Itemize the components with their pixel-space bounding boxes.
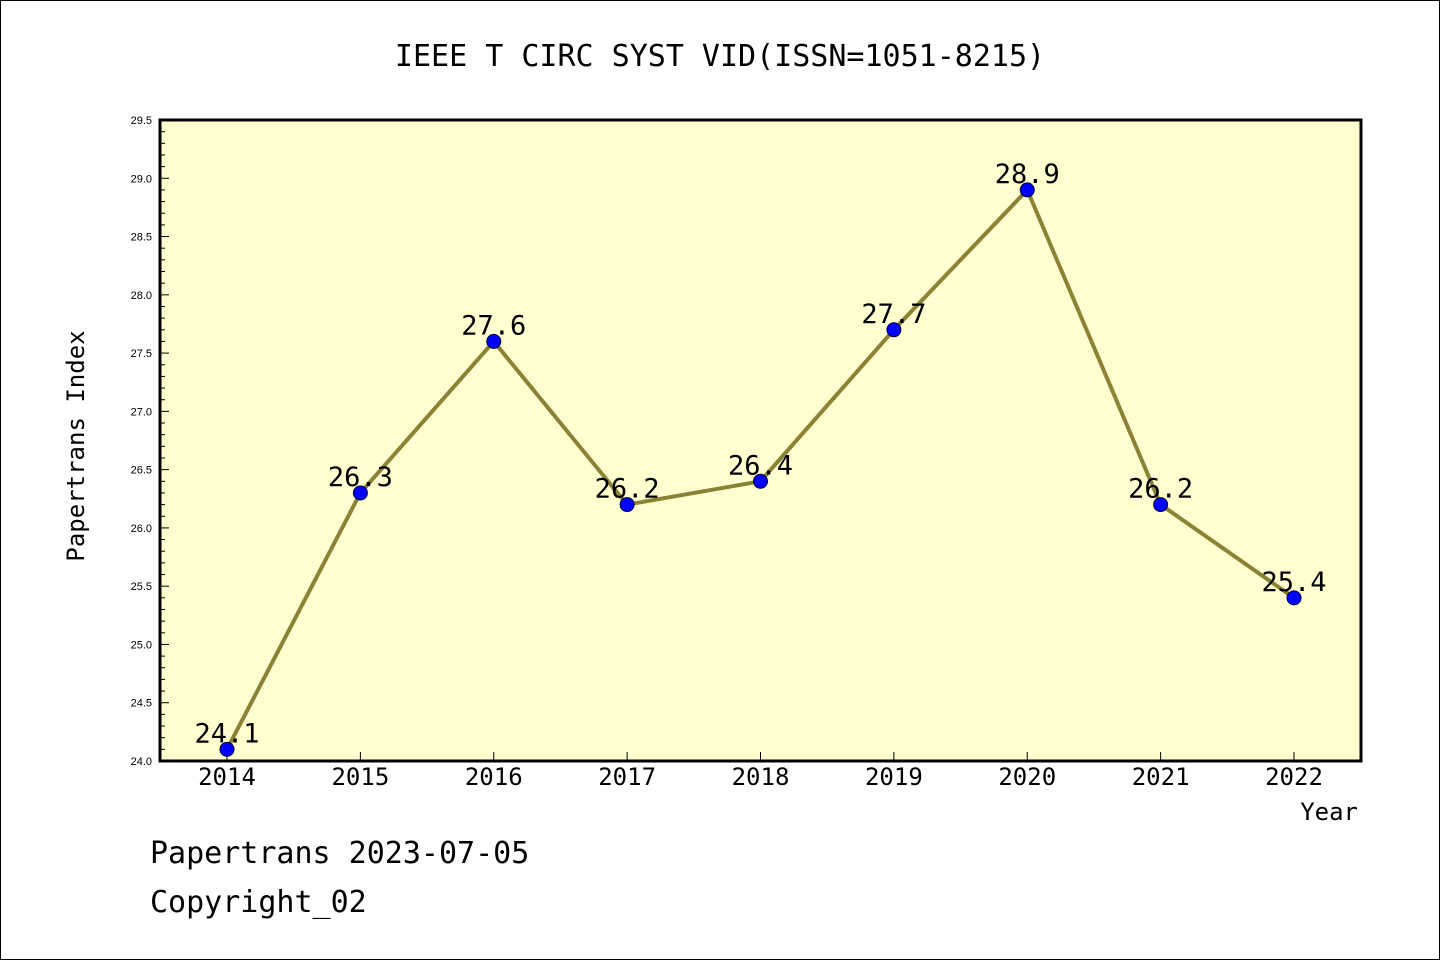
data-label: 26.2 xyxy=(595,474,660,505)
data-label: 26.4 xyxy=(728,450,793,481)
data-point xyxy=(886,322,902,338)
footer-copyright: Copyright_02 xyxy=(150,885,367,920)
footer-date: Papertrans 2023-07-05 xyxy=(150,836,530,871)
y-tick-label: 28.0 xyxy=(131,290,152,302)
y-tick-label: 25.0 xyxy=(131,639,152,651)
x-tick-label: 2016 xyxy=(465,763,523,791)
data-label: 27.7 xyxy=(861,299,926,330)
data-point xyxy=(1153,497,1169,513)
y-tick-label: 28.5 xyxy=(131,232,152,244)
data-label: 26.3 xyxy=(328,462,393,493)
x-tick-label: 2021 xyxy=(1132,763,1190,791)
data-label: 24.1 xyxy=(194,718,259,749)
y-tick-label: 24.0 xyxy=(131,756,152,768)
x-axis: 2014 2015 2016 2017 2018 2019 2020 2021 2022 xyxy=(198,752,1323,791)
series-layer xyxy=(219,182,1302,757)
y-tick-label: 26.5 xyxy=(131,465,152,477)
y-tick-label: 25.5 xyxy=(131,581,152,593)
chart-title: IEEE T CIRC SYST VID(ISSN=1051-8215) xyxy=(395,39,1045,74)
data-point xyxy=(1019,182,1035,198)
x-tick-label: 2018 xyxy=(732,763,790,791)
x-tick-label: 2014 xyxy=(198,763,256,791)
data-label: 25.4 xyxy=(1261,567,1326,598)
y-axis: 24.0 24.5 25.0 25.5 26.0 26.5 27.0 27.5 28.0 28.5… xyxy=(131,115,169,768)
x-tick-label: 2015 xyxy=(331,763,389,791)
data-label: 26.2 xyxy=(1128,474,1193,505)
data-label: 27.6 xyxy=(461,310,526,341)
x-tick-label: 2022 xyxy=(1265,763,1323,791)
data-point xyxy=(753,473,768,489)
y-tick-label: 29.5 xyxy=(131,115,152,127)
x-tick-label: 2017 xyxy=(598,763,656,791)
y-tick-label: 26.0 xyxy=(131,523,152,535)
y-axis-title: Papertrans Index xyxy=(62,330,90,561)
y-tick-label: 29.0 xyxy=(131,173,152,185)
plot-area xyxy=(158,118,1363,763)
data-point xyxy=(486,333,502,349)
y-tick-label: 24.5 xyxy=(131,698,152,710)
data-point xyxy=(1286,590,1302,606)
data-labels: 24.1 26.3 27.6 26.2 26.4 27.7 28.9 26.2 25.4 xyxy=(194,159,1326,749)
x-tick-label: 2019 xyxy=(865,763,923,791)
data-label: 28.9 xyxy=(995,159,1060,190)
data-point xyxy=(619,497,635,513)
x-axis-title: Year xyxy=(1300,798,1358,826)
y-tick-label: 27.0 xyxy=(131,406,152,418)
data-point xyxy=(219,741,235,757)
x-tick-label: 2020 xyxy=(998,763,1056,791)
y-tick-label: 27.5 xyxy=(131,348,152,360)
data-point xyxy=(352,485,368,501)
